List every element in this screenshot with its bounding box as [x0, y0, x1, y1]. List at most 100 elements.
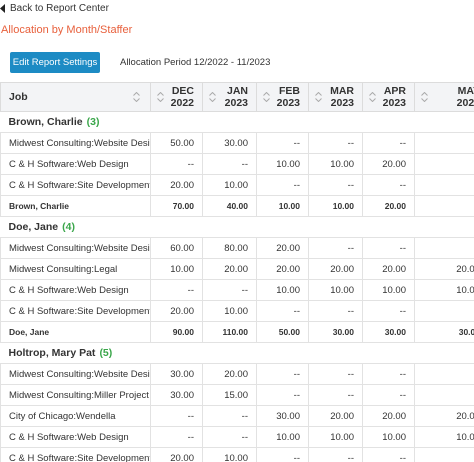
staffer-name: Doe, Jane: [8, 221, 59, 233]
hours-cell: --: [256, 300, 309, 322]
job-row: Midwest Consulting:Legal 10.00 20.00 20.00 2…: [0, 258, 474, 280]
page-title: Allocation by Month/Staffer: [1, 24, 133, 36]
total-cell: 30.00: [362, 321, 415, 343]
hours-cell: 30.00: [256, 405, 309, 427]
month-header[interactable]: DEC 2022: [150, 82, 203, 112]
back-link[interactable]: Back to Report Center: [0, 0, 109, 16]
total-cell: 10.00: [256, 195, 309, 217]
job-row: City of Chicago:Wendella -- -- 30.00 20.00 20…: [0, 405, 474, 427]
job-count: (4): [62, 221, 75, 233]
hours-cell: --: [202, 153, 257, 175]
job-row: C & H Software:Web Design -- -- 10.00 10.00 1…: [0, 279, 474, 301]
total-cell: 10.00: [308, 195, 363, 217]
edit-settings-button[interactable]: Edit Report Settings: [10, 52, 100, 73]
hours-cell: --: [414, 447, 474, 462]
hours-cell: 60.00: [150, 237, 203, 259]
total-cell: 90.00: [150, 321, 203, 343]
job-name: Midwest Consulting:Website Design: [0, 237, 151, 259]
hours-cell: 30.00: [150, 384, 203, 406]
month-label: JAN: [226, 85, 248, 97]
year-label: 2023: [224, 97, 248, 109]
hours-cell: 10.00: [256, 426, 309, 448]
hours-cell: --: [256, 132, 309, 154]
sort-icon[interactable]: [209, 92, 216, 102]
hours-cell: 10.00: [414, 279, 474, 301]
hours-cell: 20.00: [150, 447, 203, 462]
sort-icon[interactable]: [421, 92, 428, 102]
hours-cell: 80.00: [202, 237, 257, 259]
back-link-text[interactable]: Back to Report Center: [10, 2, 109, 14]
hours-cell: 10.00: [256, 153, 309, 175]
group-row: Brown, Charlie (3): [0, 111, 474, 133]
hours-cell: --: [202, 405, 257, 427]
month-header[interactable]: MAR 2023: [308, 82, 363, 112]
hours-cell: --: [414, 174, 474, 196]
year-label: 2022: [170, 97, 194, 109]
hours-cell: --: [256, 447, 309, 462]
hours-cell: --: [256, 384, 309, 406]
hours-cell: 20.00: [256, 237, 309, 259]
month-header[interactable]: APR 2023: [362, 82, 415, 112]
table-body: Brown, Charlie (3) Midwest Consulting:Webs…: [0, 111, 474, 462]
hours-cell: 10.00: [362, 279, 415, 301]
month-header[interactable]: JAN 2023: [202, 82, 257, 112]
hours-cell: 50.00: [150, 132, 203, 154]
group-cell: Holtrop, Mary Pat (5): [0, 342, 474, 364]
hours-cell: 20.00: [362, 405, 415, 427]
sort-icon[interactable]: [133, 92, 140, 102]
hours-cell: 20.00: [362, 258, 415, 280]
month-label: APR: [383, 85, 406, 97]
total-label: Doe, Jane: [0, 321, 151, 343]
job-name: C & H Software:Web Design: [0, 279, 151, 301]
allocation-table: Job DEC 2022 JAN 2023 FEB 2023 MAR 2023 APR 2023 MA…: [0, 82, 474, 462]
hours-cell: --: [150, 426, 203, 448]
sort-icon[interactable]: [263, 92, 270, 102]
hours-cell: --: [202, 426, 257, 448]
job-row: C & H Software:Site Development 20.00 10.0…: [0, 447, 474, 462]
hours-cell: 15.00: [202, 384, 257, 406]
hours-cell: 10.00: [202, 447, 257, 462]
job-header-text: Job: [9, 91, 28, 103]
back-arrow: [0, 3, 5, 13]
job-name: C & H Software:Web Design: [0, 153, 151, 175]
hours-cell: 20.00: [414, 258, 474, 280]
total-cell: 20.00: [362, 195, 415, 217]
hours-cell: --: [256, 363, 309, 385]
group-row: Holtrop, Mary Pat (5): [0, 342, 474, 364]
job-row: C & H Software:Web Design -- -- 10.00 10.00 2…: [0, 153, 474, 175]
job-row: Midwest Consulting:Miller Project 30.00 15…: [0, 384, 474, 406]
hours-cell: 10.00: [308, 153, 363, 175]
group-cell: Brown, Charlie (3): [0, 111, 474, 133]
year-label: 2023: [382, 97, 406, 109]
hours-cell: 10.00: [202, 300, 257, 322]
hours-cell: 10.00: [256, 279, 309, 301]
job-header[interactable]: Job: [0, 82, 151, 112]
total-cell: 50.00: [256, 321, 309, 343]
hours-cell: 10.00: [362, 426, 415, 448]
hours-cell: --: [150, 405, 203, 427]
month-label: FEB: [279, 85, 300, 97]
sort-icon[interactable]: [315, 92, 322, 102]
sort-icon[interactable]: [369, 92, 376, 102]
hours-cell: --: [414, 384, 474, 406]
total-cell: --: [414, 195, 474, 217]
hours-cell: --: [150, 279, 203, 301]
total-label: Brown, Charlie: [0, 195, 151, 217]
sort-icon[interactable]: [157, 92, 164, 102]
job-count: (3): [86, 116, 100, 128]
job-name: Midwest Consulting:Miller Project: [0, 384, 151, 406]
month-header[interactable]: FEB 2023: [256, 82, 309, 112]
job-name: C & H Software:Site Development: [0, 447, 151, 462]
hours-cell: --: [362, 174, 415, 196]
hours-cell: --: [362, 363, 415, 385]
job-name: C & H Software:Web Design: [0, 426, 151, 448]
month-header[interactable]: MAY2023: [414, 82, 474, 112]
hours-cell: 10.00: [308, 426, 363, 448]
table-wrapper: Job DEC 2022 JAN 2023 FEB 2023 MAR 2023 APR 2023 MA…: [0, 82, 474, 462]
hours-cell: --: [256, 174, 309, 196]
job-row: C & H Software:Site Development 20.00 10.0…: [0, 300, 474, 322]
hours-cell: 20.00: [150, 300, 203, 322]
hours-cell: 30.00: [150, 363, 203, 385]
